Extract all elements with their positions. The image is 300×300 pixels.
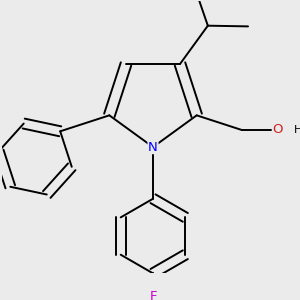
Text: O: O [272,124,283,136]
Text: H: H [293,125,300,135]
Text: N: N [148,141,158,154]
Text: F: F [149,290,157,300]
